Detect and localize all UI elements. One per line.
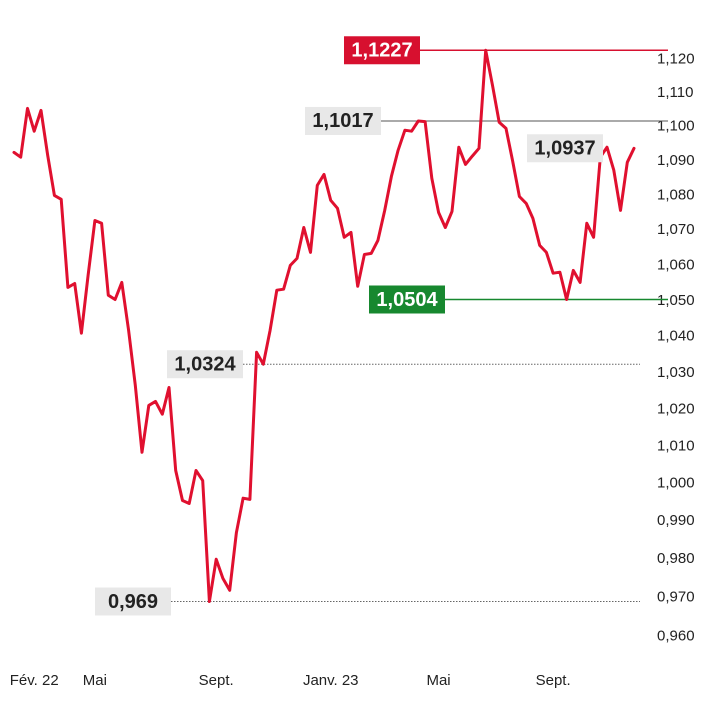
y-tick-label: 1,050 — [657, 292, 695, 309]
y-tick-label: 1,110 — [657, 84, 693, 101]
y-tick-label: 1,020 — [657, 400, 695, 417]
annotation-box — [305, 106, 381, 135]
x-tick-label: Mai — [83, 672, 107, 689]
price-line — [12, 48, 636, 603]
y-tick-label: 1,000 — [657, 475, 695, 492]
annotation-label: 1,1017 — [312, 110, 373, 132]
y-tick-label: 0,970 — [657, 589, 695, 606]
y-tick-label: 0,990 — [657, 512, 695, 529]
y-tick-label: 1,060 — [657, 256, 695, 273]
x-tick-label: Fév. 22 — [10, 672, 59, 689]
annotation-box — [167, 350, 243, 379]
x-tick-label: Mai — [426, 672, 450, 689]
y-tick-label: 1,090 — [657, 152, 695, 169]
y-tick-label: 0,960 — [657, 627, 695, 644]
x-tick-label: Sept. — [536, 672, 571, 689]
annotation-label: 0,969 — [108, 591, 158, 613]
annotation-box — [527, 134, 603, 163]
annotation-label: 1,0504 — [376, 289, 438, 311]
annotation-box — [95, 587, 171, 616]
y-tick-label: 1,120 — [657, 50, 695, 67]
y-tick-label: 0,980 — [657, 550, 695, 567]
x-tick-label: Sept. — [199, 672, 234, 689]
annotation-label: 1,0324 — [174, 353, 236, 375]
y-tick-label: 1,030 — [657, 364, 695, 381]
annotation-label: 1,1227 — [351, 40, 412, 62]
annotation-label: 1,0937 — [534, 138, 595, 160]
x-tick-label: Janv. 23 — [303, 672, 359, 689]
y-tick-label: 1,070 — [657, 221, 695, 238]
annotation-box — [344, 36, 420, 65]
y-tick-label: 1,100 — [657, 118, 695, 135]
annotation-box — [369, 285, 445, 314]
y-tick-label: 1,010 — [657, 437, 695, 454]
y-tick-label: 1,080 — [657, 186, 695, 203]
y-tick-label: 1,040 — [657, 328, 695, 345]
